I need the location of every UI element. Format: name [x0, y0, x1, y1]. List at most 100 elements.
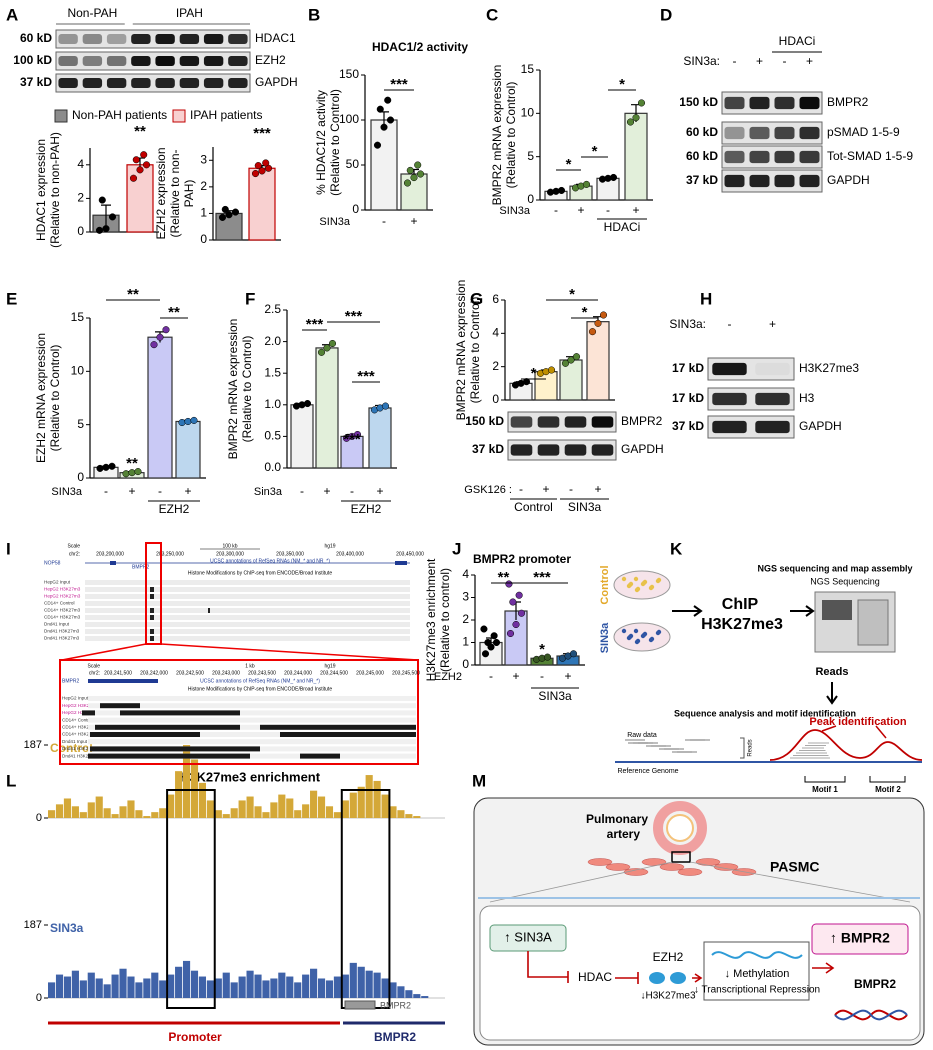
bar [126, 164, 154, 233]
track-signal [260, 724, 416, 730]
blot-band [58, 33, 78, 45]
blot-band [755, 363, 789, 375]
blot-band [591, 416, 614, 428]
significance: ** [126, 455, 138, 472]
data-point [225, 211, 233, 219]
blot-band [203, 33, 224, 45]
panel-letter: A [6, 5, 18, 24]
browser-coord: 203,350,000 [276, 551, 304, 557]
coverage-bar [167, 974, 175, 998]
x-tick-label: + [323, 484, 330, 498]
y-tick-label: 50 [346, 157, 360, 171]
track-signal [150, 629, 154, 634]
blot-band [724, 126, 745, 140]
x-tick-label: - [158, 484, 162, 498]
y-tick-label: 0 [527, 192, 534, 206]
coverage-bar [270, 802, 278, 818]
y-tick-label: 4 [462, 567, 469, 581]
coverage-bar [357, 966, 365, 998]
coverage-bar [143, 978, 151, 998]
track [88, 753, 416, 759]
y-tick-label: 3 [200, 152, 207, 166]
blot-band [179, 33, 200, 45]
blot-strip [55, 51, 251, 71]
group-label: IPAH [176, 6, 203, 20]
pasmc-cell [623, 868, 649, 876]
data-point [178, 418, 186, 427]
track-label: CD14+ H3K27m3 [62, 732, 99, 737]
lane-label: + [769, 317, 776, 331]
coverage-bar [333, 812, 341, 818]
data-point [162, 326, 170, 334]
track-signal [88, 753, 250, 759]
y-axis-label: (Relative to Control) [328, 89, 342, 196]
protein-label: pSMAD 1-5-9 [827, 125, 900, 139]
coverage-bar [365, 775, 373, 818]
coverage-bar [71, 970, 79, 998]
legend-swatch [54, 109, 68, 123]
zoom-line [61, 643, 147, 661]
bar [290, 404, 314, 469]
track [85, 636, 410, 641]
model-label: HDAC [578, 970, 612, 984]
coverage-bar [349, 962, 357, 998]
blot-band [774, 96, 795, 110]
y-tick-label: 100 [339, 112, 359, 126]
significance: ** [127, 286, 139, 303]
kd-label: 37 kD [20, 75, 52, 89]
blot-band [58, 55, 78, 67]
motif-label: Motif 2 [875, 785, 901, 794]
browser-coord: 203,241,500 [104, 670, 132, 676]
coverage-bar [182, 960, 191, 998]
panel-letter: D [660, 5, 672, 24]
track-label: CD14+ H3K27m3 [44, 615, 81, 620]
coverage-bar [286, 798, 294, 818]
coverage-bar [111, 814, 119, 818]
data-point [323, 344, 331, 352]
protein-label: BMPR2 [827, 95, 869, 109]
blot-band [537, 444, 560, 456]
significance: *** [357, 368, 375, 385]
coverage-bar [270, 978, 278, 998]
sequencer-door [857, 599, 889, 646]
arrow [692, 973, 703, 983]
blot-band [799, 150, 820, 164]
x-tick-label: + [376, 484, 383, 498]
track-label: HepG2 H3K27m3 [44, 587, 81, 592]
x-tick-label: + [594, 482, 601, 496]
panel-letter: F [245, 289, 255, 308]
protein-label: BMPR2 [621, 414, 663, 428]
significance: *** [533, 569, 551, 586]
data-point [317, 348, 326, 356]
gene-label: BMPR2 [380, 1000, 411, 1010]
coverage-bar [206, 800, 214, 818]
coverage-bar [175, 771, 183, 818]
data-point [588, 328, 597, 336]
coverage-bar [230, 808, 238, 818]
kd-label: 60 kD [686, 125, 718, 139]
coverage-bar [389, 982, 397, 998]
browser-coord: 203,400,000 [336, 551, 364, 557]
x-tick-label: + [542, 482, 549, 496]
group-label: EZH2 [351, 502, 382, 516]
y-tick-label: 150 [339, 67, 359, 81]
coverage-bar [214, 978, 222, 998]
data-point [254, 162, 262, 170]
chart-title: H3K27me3 enrichment [180, 769, 321, 784]
bar [370, 119, 398, 211]
arrow [790, 605, 815, 617]
y-axis-label: PAH) [182, 180, 196, 208]
significance: * [569, 286, 575, 303]
artery-inner [666, 814, 694, 842]
data-point [380, 123, 388, 131]
error-bar [101, 204, 111, 226]
coverage-bar [294, 982, 302, 998]
data-point [353, 430, 362, 439]
browser-text: chr2: [89, 670, 100, 676]
blot-band [203, 77, 224, 89]
bar [315, 347, 339, 469]
y-tick-label: 4 [492, 326, 499, 340]
lane-label: - [733, 54, 737, 68]
data-point [132, 156, 140, 164]
step-label: NGS Sequencing [810, 576, 880, 586]
